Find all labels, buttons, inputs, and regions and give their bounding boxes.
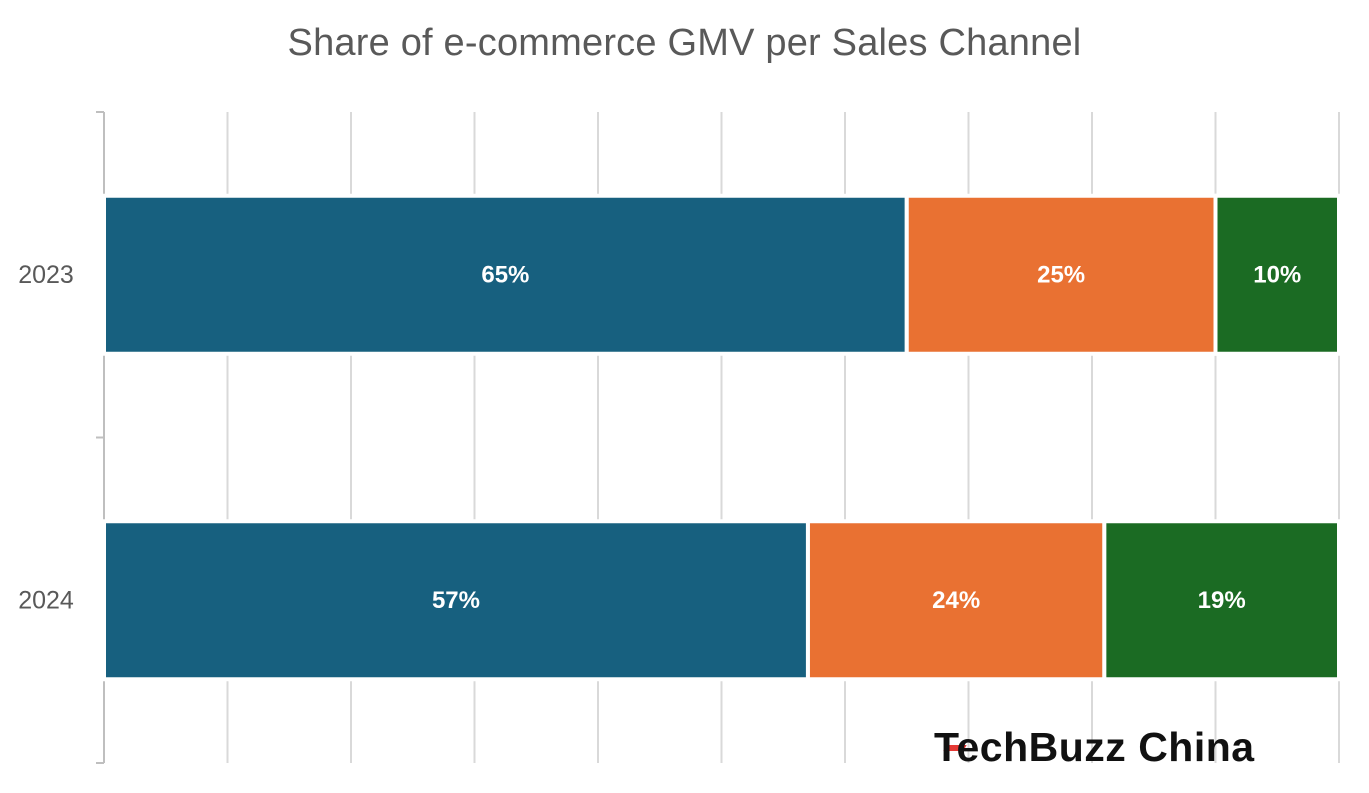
bar-segment-2023-2 (904, 193, 1218, 356)
bar-segments (102, 193, 1341, 682)
bar-segment-2023-3 (1213, 193, 1341, 356)
data-label-2024-1: 57% (432, 587, 480, 614)
bar-segment-2023-1 (102, 193, 909, 356)
data-labels: 65% 25% 10% 57% 24% 19% (432, 261, 1301, 614)
data-label-2024-3: 19% (1198, 587, 1246, 614)
data-label-2023-3: 10% (1253, 261, 1301, 288)
watermark-logo: TechBuzz China (934, 724, 1255, 770)
data-label-2023-1: 65% (481, 261, 529, 288)
category-label-2024: 2024 (18, 586, 74, 614)
category-label-2023: 2023 (18, 261, 74, 289)
data-label-2023-2: 25% (1037, 261, 1085, 288)
data-label-2024-2: 24% (932, 587, 980, 614)
chart-title: Share of e-commerce GMV per Sales Channe… (287, 22, 1082, 64)
category-labels: 2023 2024 (18, 261, 74, 615)
bar-segment-2024-3 (1102, 519, 1341, 682)
